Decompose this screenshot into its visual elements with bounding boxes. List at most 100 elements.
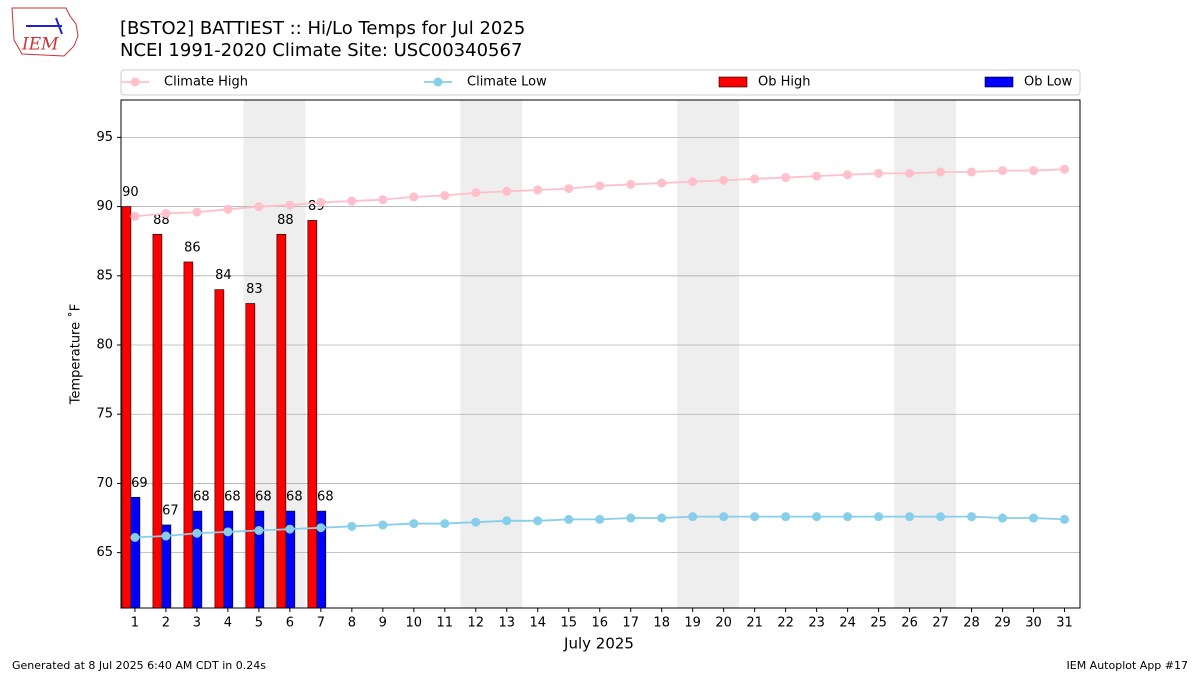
x-tick-label: 3 <box>193 616 201 631</box>
x-tick-label: 28 <box>963 616 980 631</box>
marker <box>502 516 512 526</box>
x-tick-label: 2 <box>162 616 170 631</box>
x-tick-label: 13 <box>498 616 515 631</box>
marker <box>378 195 388 205</box>
marker <box>719 512 729 522</box>
x-tick-label: 29 <box>994 616 1011 631</box>
x-tick-label: 14 <box>529 616 546 631</box>
x-tick-label: 30 <box>1025 616 1042 631</box>
marker <box>843 512 853 522</box>
marker <box>998 166 1008 176</box>
marker <box>657 513 667 523</box>
bar <box>307 220 318 608</box>
marker <box>1029 166 1039 176</box>
bar <box>130 496 141 608</box>
x-tick-label: 18 <box>653 616 670 631</box>
marker <box>1060 514 1070 524</box>
x-tick-label: 27 <box>932 616 949 631</box>
marker <box>688 177 698 187</box>
bar <box>245 303 256 608</box>
marker <box>595 181 605 191</box>
bar <box>223 510 234 608</box>
marker <box>657 178 667 188</box>
legend-label: Ob Low <box>1024 75 1073 90</box>
marker <box>347 521 357 531</box>
x-tick-label: 26 <box>901 616 918 631</box>
data-label: 68 <box>317 490 334 505</box>
marker <box>843 170 853 180</box>
marker <box>688 512 698 522</box>
bar <box>254 510 265 608</box>
marker <box>750 512 760 522</box>
logo-line <box>55 17 63 35</box>
marker <box>130 532 140 542</box>
weekend-shade <box>677 100 740 608</box>
data-label: 83 <box>246 282 263 297</box>
marker <box>812 171 822 181</box>
marker <box>285 524 295 534</box>
chart-title: [BSTO2] BATTIEST :: Hi/Lo Temps for Jul … <box>120 18 525 39</box>
y-tick-label: 85 <box>96 268 113 283</box>
x-tick-label: 24 <box>839 616 856 631</box>
marker <box>812 512 822 522</box>
data-label: 68 <box>193 490 210 505</box>
marker <box>378 520 388 530</box>
legend-label: Climate Low <box>467 75 547 90</box>
bar <box>192 510 203 608</box>
marker <box>254 202 264 212</box>
y-tick-label: 75 <box>96 407 113 422</box>
bar <box>183 261 194 608</box>
data-label: 68 <box>255 490 272 505</box>
marker <box>626 179 636 189</box>
data-label: 84 <box>215 268 232 283</box>
plot-frame <box>120 99 1081 609</box>
y-tick-label: 80 <box>96 338 113 353</box>
marker <box>502 186 512 196</box>
y-tick-label: 65 <box>96 545 113 560</box>
chart-subtitle: NCEI 1991-2020 Climate Site: USC00340567 <box>120 40 522 61</box>
x-tick-label: 22 <box>777 616 794 631</box>
x-tick-label: 7 <box>317 616 325 631</box>
legend-box <box>120 69 1081 96</box>
marker <box>564 184 574 194</box>
x-tick-label: 6 <box>286 616 294 631</box>
marker <box>161 209 171 219</box>
x-tick-label: 1 <box>131 616 139 631</box>
data-label: 90 <box>122 185 139 200</box>
marker <box>285 200 295 210</box>
marker <box>874 168 884 178</box>
logo-outline <box>11 7 79 57</box>
x-axis-label: July 2025 <box>563 635 634 653</box>
marker <box>130 211 140 221</box>
weekend-shade <box>894 100 957 608</box>
data-label: 68 <box>286 490 303 505</box>
footer-right: IEM Autoplot App #17 <box>1067 659 1189 672</box>
logo: IEM <box>11 7 79 57</box>
marker <box>1029 513 1039 523</box>
legend-patch <box>718 76 748 88</box>
data-label: 86 <box>184 240 201 255</box>
x-tick-label: 15 <box>560 616 577 631</box>
marker <box>998 513 1008 523</box>
marker <box>347 196 357 206</box>
legend-marker <box>130 77 140 87</box>
weekend-shade <box>460 100 523 608</box>
marker <box>471 517 481 527</box>
marker <box>254 525 264 535</box>
marker <box>967 167 977 177</box>
marker <box>161 531 171 541</box>
marker <box>223 204 233 214</box>
marker <box>316 197 326 207</box>
legend-label: Climate High <box>164 75 248 90</box>
x-tick-label: 12 <box>468 616 485 631</box>
y-tick-label: 70 <box>96 476 113 491</box>
marker <box>533 516 543 526</box>
x-tick-label: 19 <box>684 616 701 631</box>
x-tick-label: 25 <box>870 616 887 631</box>
x-tick-label: 5 <box>255 616 263 631</box>
data-label: 69 <box>131 476 148 491</box>
logo-text: IEM <box>21 35 59 55</box>
marker <box>781 512 791 522</box>
